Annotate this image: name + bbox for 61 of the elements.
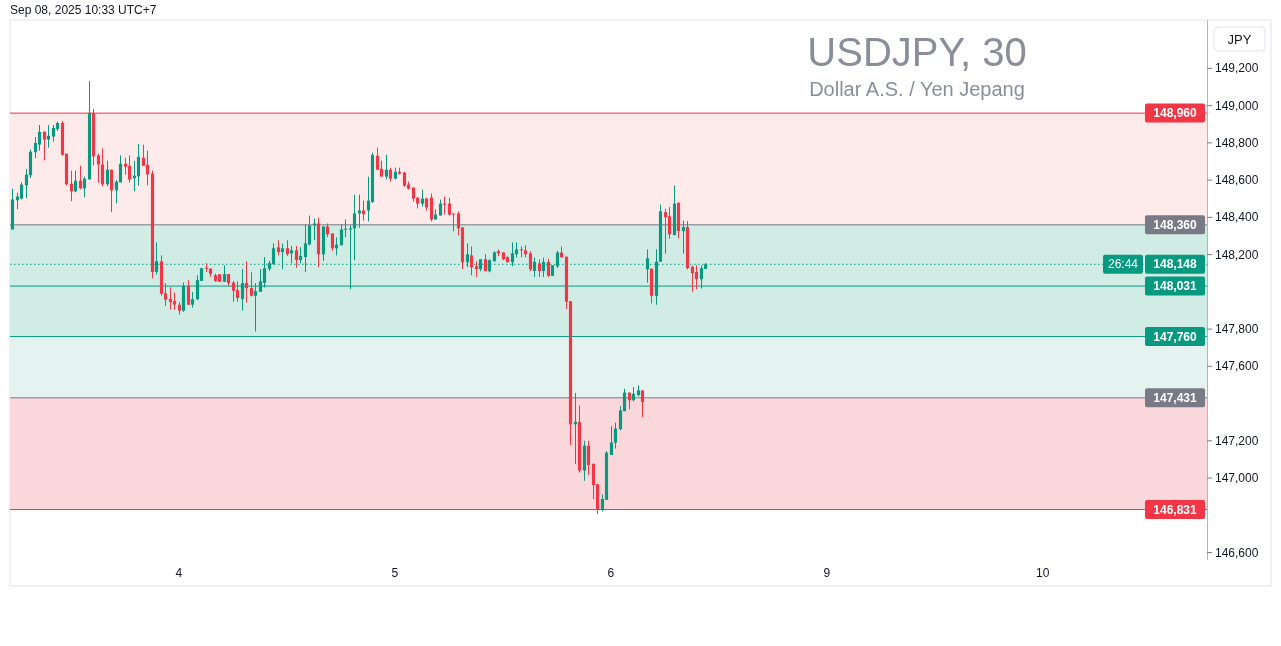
ref-line-label: 148,031 (1153, 279, 1198, 294)
text: Sep 08, 2025 10:33 UTC+7 (10, 3, 157, 17)
candlestick (586, 440, 591, 476)
candlestick (613, 422, 618, 449)
ref-line-label: 148,960 (1153, 106, 1198, 121)
candlestick (609, 425, 614, 456)
candlestick (640, 389, 645, 418)
candlestick (249, 271, 254, 298)
candlestick (24, 168, 29, 199)
y-tick-label: 148,800 (1215, 135, 1259, 150)
y-tick-label: 146,600 (1215, 545, 1259, 560)
candlestick (663, 208, 668, 255)
candlestick (469, 245, 474, 276)
candlestick (42, 130, 47, 161)
ref-line-label: 148,360 (1153, 217, 1198, 232)
chart-title: USDJPY, 30 (807, 30, 1027, 74)
candlestick (667, 206, 672, 240)
x-tick-label: 10 (1036, 566, 1050, 580)
candlestick (352, 194, 357, 261)
candlestick (46, 124, 51, 149)
candlestick (231, 280, 236, 303)
y-tick-label: 147,000 (1215, 471, 1259, 486)
y-tick-label: 149,000 (1215, 98, 1259, 113)
candlestick (235, 280, 240, 303)
candlestick (690, 264, 695, 293)
x-tick-label: 5 (391, 566, 399, 580)
y-tick-label: 148,600 (1215, 173, 1259, 188)
y-tick-label: 147,800 (1215, 322, 1259, 337)
candlestick (118, 154, 123, 183)
y-axis-title: JPY (1227, 31, 1252, 47)
candlestick (681, 220, 686, 255)
ref-line-label: 146,831 (1153, 502, 1198, 517)
candlestick (105, 160, 110, 187)
candlestick (33, 136, 38, 159)
candlestick (532, 257, 537, 278)
y-tick-label: 148,400 (1215, 210, 1259, 225)
candlestick (136, 143, 141, 187)
y-tick-label: 149,200 (1215, 61, 1259, 76)
candlestick (73, 170, 78, 193)
candlestick (244, 260, 249, 304)
candlestick (37, 124, 42, 152)
annotation: 26:44 (1107, 257, 1139, 272)
x-tick-label: 9 (823, 566, 831, 580)
candlestick (100, 147, 105, 187)
x-tick-label: 4 (175, 566, 183, 580)
ref-line-label: 147,760 (1153, 329, 1198, 344)
candlestick (694, 264, 699, 290)
ref-line-label: 148,148 (1153, 257, 1198, 272)
candlestick (28, 148, 33, 179)
candlestick (357, 194, 362, 229)
y-tick-label: 147,600 (1215, 359, 1259, 374)
ref-line-label: 147,431 (1153, 390, 1198, 405)
candlestick (186, 279, 191, 306)
y-tick-label: 148,200 (1215, 247, 1259, 262)
text: Dollar A.S. / Yen Jepang (809, 78, 1025, 100)
candlestick (361, 200, 366, 222)
candlestick (109, 169, 114, 213)
y-tick-label: 147,200 (1215, 433, 1259, 448)
x-tick-label: 6 (607, 566, 615, 580)
candlestick (528, 250, 533, 272)
candlestick (96, 153, 101, 184)
